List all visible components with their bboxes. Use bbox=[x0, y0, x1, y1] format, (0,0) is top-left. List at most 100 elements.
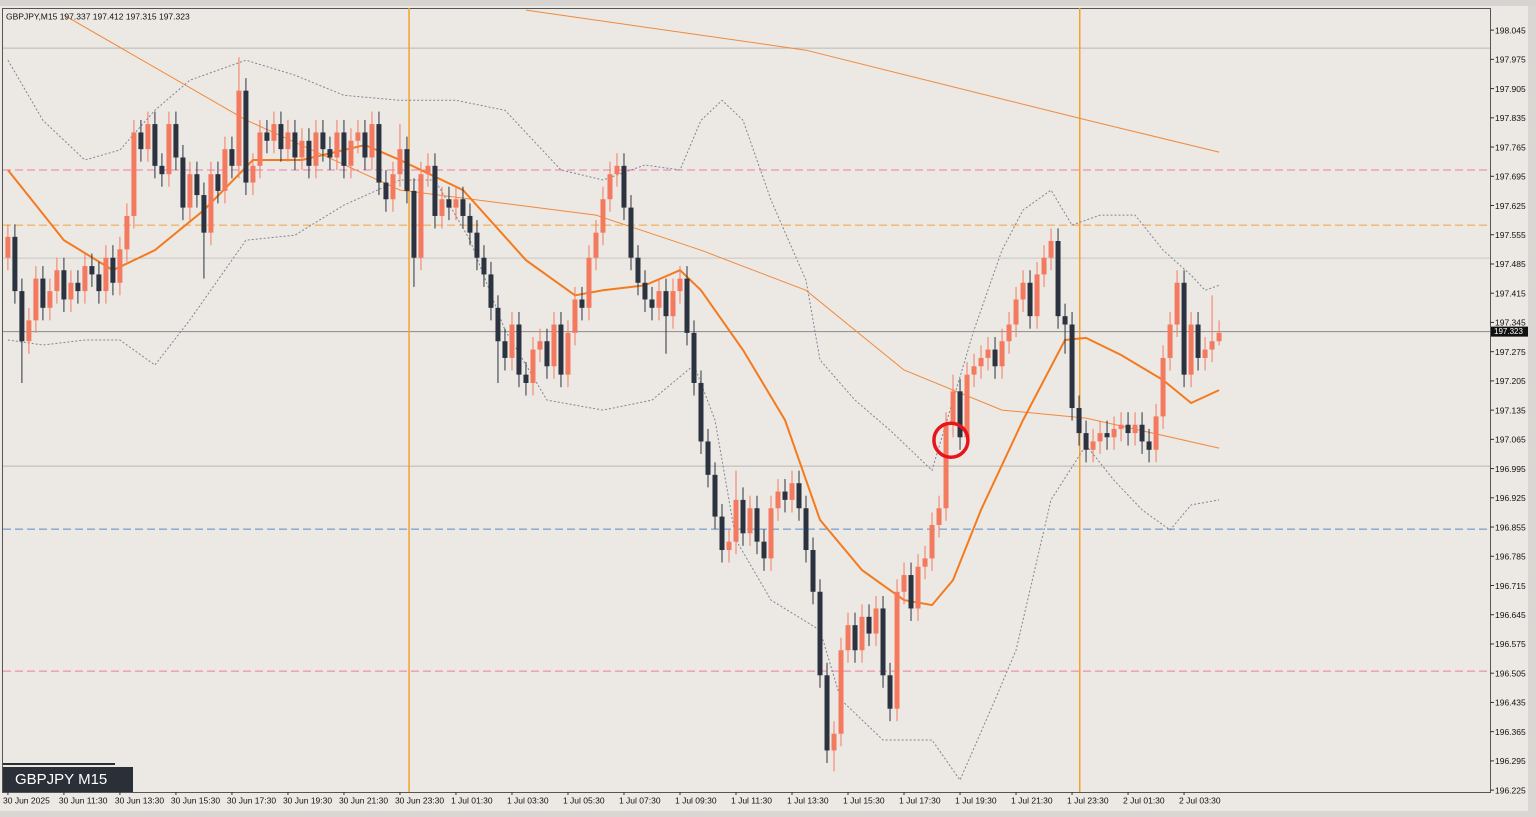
y-tick-label: 196.365 bbox=[1495, 727, 1526, 737]
candle-body bbox=[740, 499, 746, 534]
candle-body bbox=[1006, 324, 1012, 342]
y-tick-label: 196.505 bbox=[1495, 668, 1526, 678]
candle-body bbox=[208, 174, 214, 233]
candle-body bbox=[222, 149, 228, 191]
candle-body bbox=[1125, 424, 1131, 434]
candle-body bbox=[446, 199, 452, 208]
y-tick-label: 197.695 bbox=[1495, 172, 1526, 182]
candle-body bbox=[523, 374, 529, 383]
candle-body bbox=[383, 182, 389, 200]
candle-body bbox=[271, 124, 277, 141]
candle-body bbox=[817, 591, 823, 676]
candle-body bbox=[1055, 241, 1061, 317]
candle-body bbox=[1090, 441, 1096, 450]
candle-body bbox=[1041, 257, 1047, 275]
candle-body bbox=[964, 374, 970, 438]
candle-body bbox=[236, 90, 242, 166]
candle-body bbox=[642, 282, 648, 300]
candle-body bbox=[1034, 274, 1040, 317]
candle-body bbox=[1167, 324, 1173, 358]
candle-body bbox=[68, 282, 74, 300]
candle-body bbox=[887, 675, 893, 709]
x-tick-label: 1 Jul 07:30 bbox=[619, 795, 661, 805]
candle-body bbox=[873, 608, 879, 634]
candle-body bbox=[621, 165, 627, 208]
candle-body bbox=[600, 199, 606, 233]
candle-body bbox=[1146, 441, 1152, 450]
bottom-strip bbox=[0, 811, 1536, 817]
candle-body bbox=[362, 132, 368, 158]
candle-body bbox=[663, 291, 669, 317]
candle-body bbox=[901, 575, 907, 592]
y-tick-label: 197.765 bbox=[1495, 142, 1526, 152]
candle-body bbox=[75, 282, 81, 292]
candle-body bbox=[586, 257, 592, 308]
candle-body bbox=[761, 541, 767, 559]
candle-body bbox=[1195, 324, 1201, 358]
candle-body bbox=[278, 124, 284, 150]
candle-body bbox=[33, 278, 39, 321]
candle-body bbox=[824, 675, 830, 751]
candle-body bbox=[369, 124, 375, 158]
candle-body bbox=[1188, 324, 1194, 375]
candle-body bbox=[264, 132, 270, 141]
candle-body bbox=[838, 650, 844, 734]
candle-body bbox=[782, 491, 788, 500]
candle-body bbox=[1027, 282, 1033, 317]
candle-body bbox=[355, 132, 361, 141]
y-tick-label: 196.435 bbox=[1495, 698, 1526, 708]
candle-body bbox=[1048, 241, 1054, 258]
candle-body bbox=[159, 165, 165, 175]
y-tick-label: 197.345 bbox=[1495, 318, 1526, 328]
candle-body bbox=[516, 324, 522, 375]
candle-body bbox=[257, 132, 263, 166]
candle-body bbox=[327, 149, 333, 158]
candle-body bbox=[509, 324, 515, 358]
y-tick-label: 196.995 bbox=[1495, 464, 1526, 474]
x-tick-label: 1 Jul 05:30 bbox=[563, 795, 605, 805]
candle-body bbox=[5, 236, 11, 258]
candle-body bbox=[712, 474, 718, 517]
candle-body bbox=[215, 174, 221, 191]
x-tick-label: 30 Jun 21:30 bbox=[339, 795, 388, 805]
toolbar-strip bbox=[0, 0, 1536, 6]
candle-body bbox=[1209, 341, 1215, 350]
candle-body bbox=[565, 332, 571, 375]
candle-body bbox=[572, 299, 578, 333]
candle-body bbox=[530, 349, 536, 383]
candle-body bbox=[607, 174, 613, 200]
candle-body bbox=[376, 124, 382, 183]
candle-body bbox=[754, 508, 760, 542]
candle-body bbox=[803, 508, 809, 551]
candle-body bbox=[334, 132, 340, 158]
candle-body bbox=[229, 149, 235, 166]
candle-body bbox=[292, 132, 298, 158]
x-tick-label: 30 Jun 11:30 bbox=[59, 795, 108, 805]
candle-body bbox=[243, 90, 249, 183]
candle-body bbox=[502, 341, 508, 358]
y-tick-label: 197.275 bbox=[1495, 347, 1526, 357]
x-tick-label: 30 Jun 13:30 bbox=[115, 795, 164, 805]
x-tick-label: 2 Jul 01:30 bbox=[1123, 795, 1165, 805]
candle-body bbox=[348, 140, 354, 166]
candle-body bbox=[628, 207, 634, 258]
indicator-line bbox=[7, 59, 1220, 472]
candle-body bbox=[124, 215, 130, 250]
candle-body bbox=[999, 341, 1005, 367]
candle-body bbox=[1132, 424, 1138, 434]
candle-body bbox=[1118, 424, 1124, 429]
candle-body bbox=[1069, 324, 1075, 409]
candle-body bbox=[992, 349, 998, 367]
candle-body bbox=[957, 391, 963, 438]
candle-body bbox=[40, 278, 46, 308]
indicator-line bbox=[525, 9, 1220, 153]
x-tick-label: 30 Jun 17:30 bbox=[227, 795, 276, 805]
candle-body bbox=[54, 270, 60, 292]
candle-body bbox=[656, 291, 662, 308]
y-tick-label: 197.135 bbox=[1495, 405, 1526, 415]
candle-body bbox=[1013, 299, 1019, 325]
candle-body bbox=[1153, 416, 1159, 450]
y-tick-label: 196.785 bbox=[1495, 552, 1526, 562]
candle-body bbox=[180, 157, 186, 208]
symbol-label: GBPJPY M15 bbox=[15, 771, 107, 788]
